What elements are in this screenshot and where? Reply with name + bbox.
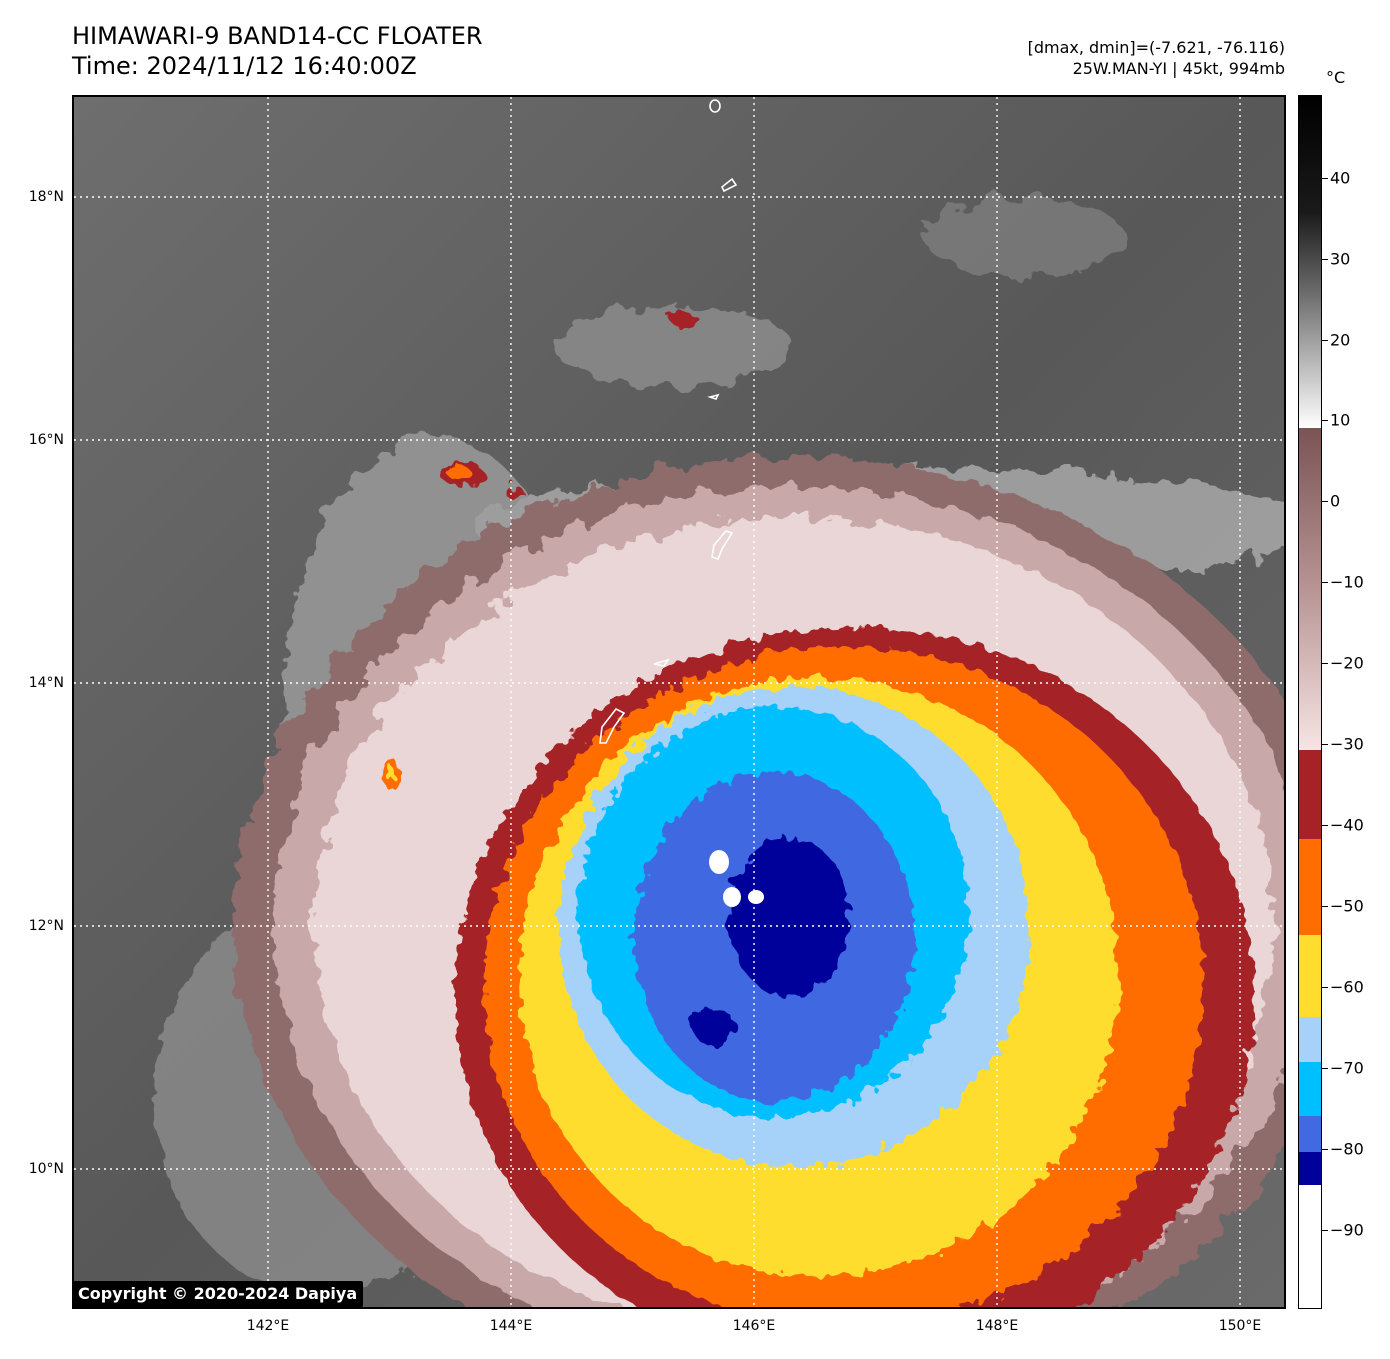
colorbar-tick <box>1322 906 1328 907</box>
graticule <box>74 97 1284 1307</box>
colorbar-tick <box>1322 987 1328 988</box>
dmax-dmin-readout: [dmax, dmin]=(-7.621, -76.116) <box>1027 38 1285 57</box>
copyright-notice: Copyright © 2020-2024 Dapiya <box>72 1281 364 1307</box>
colorbar-tick <box>1322 744 1328 745</box>
colorbar-label-m80: −80 <box>1330 1139 1364 1159</box>
colorbar-label-m10: −10 <box>1330 572 1364 592</box>
colorbar-tick <box>1322 1068 1328 1069</box>
timestamp-title: Time: 2024/11/12 16:40:00Z <box>72 52 417 80</box>
colorbar-scale <box>1299 96 1321 1308</box>
lat-label-10n: 10°N <box>28 1161 64 1177</box>
lon-label-144e: 144°E <box>489 1318 533 1334</box>
colorbar-label-m90: −90 <box>1330 1220 1364 1240</box>
colorbar-tick <box>1322 178 1328 179</box>
colorbar-label-30: 30 <box>1330 249 1351 269</box>
ir-imagery <box>74 97 1284 1307</box>
lon-label-146e: 146°E <box>732 1318 776 1334</box>
colorbar-label-10: 10 <box>1330 410 1351 430</box>
colorbar-tick <box>1322 340 1328 341</box>
colorbar-tick <box>1322 420 1328 421</box>
colorbar <box>1298 95 1322 1309</box>
colorbar-label-m30: −30 <box>1330 734 1364 754</box>
colorbar-tick <box>1322 259 1328 260</box>
colorbar-label-m60: −60 <box>1330 977 1364 997</box>
colorbar-tick <box>1322 501 1328 502</box>
colorbar-unit: °C <box>1326 68 1346 87</box>
lon-label-150e: 150°E <box>1218 1318 1262 1334</box>
lon-label-148e: 148°E <box>975 1318 1019 1334</box>
satellite-image <box>72 95 1286 1309</box>
colorbar-tick <box>1322 1149 1328 1150</box>
colorbar-label-40: 40 <box>1330 168 1351 188</box>
storm-info: 25W.MAN-YI | 45kt, 994mb <box>1072 59 1285 78</box>
lat-label-16n: 16°N <box>28 432 64 448</box>
colorbar-label-m40: −40 <box>1330 815 1364 835</box>
colorbar-tick <box>1322 582 1328 583</box>
lat-label-18n: 18°N <box>28 189 64 205</box>
colorbar-tick <box>1322 1230 1328 1231</box>
colorbar-tick <box>1322 663 1328 664</box>
colorbar-label-0: 0 <box>1330 491 1341 511</box>
lat-label-12n: 12°N <box>28 918 64 934</box>
lat-label-14n: 14°N <box>28 675 64 691</box>
colorbar-label-20: 20 <box>1330 330 1351 350</box>
chart-title: HIMAWARI-9 BAND14-CC FLOATER <box>72 22 483 50</box>
colorbar-tick <box>1322 825 1328 826</box>
colorbar-label-m50: −50 <box>1330 896 1364 916</box>
colorbar-label-m20: −20 <box>1330 653 1364 673</box>
colorbar-label-m70: −70 <box>1330 1058 1364 1078</box>
lon-label-142e: 142°E <box>246 1318 290 1334</box>
